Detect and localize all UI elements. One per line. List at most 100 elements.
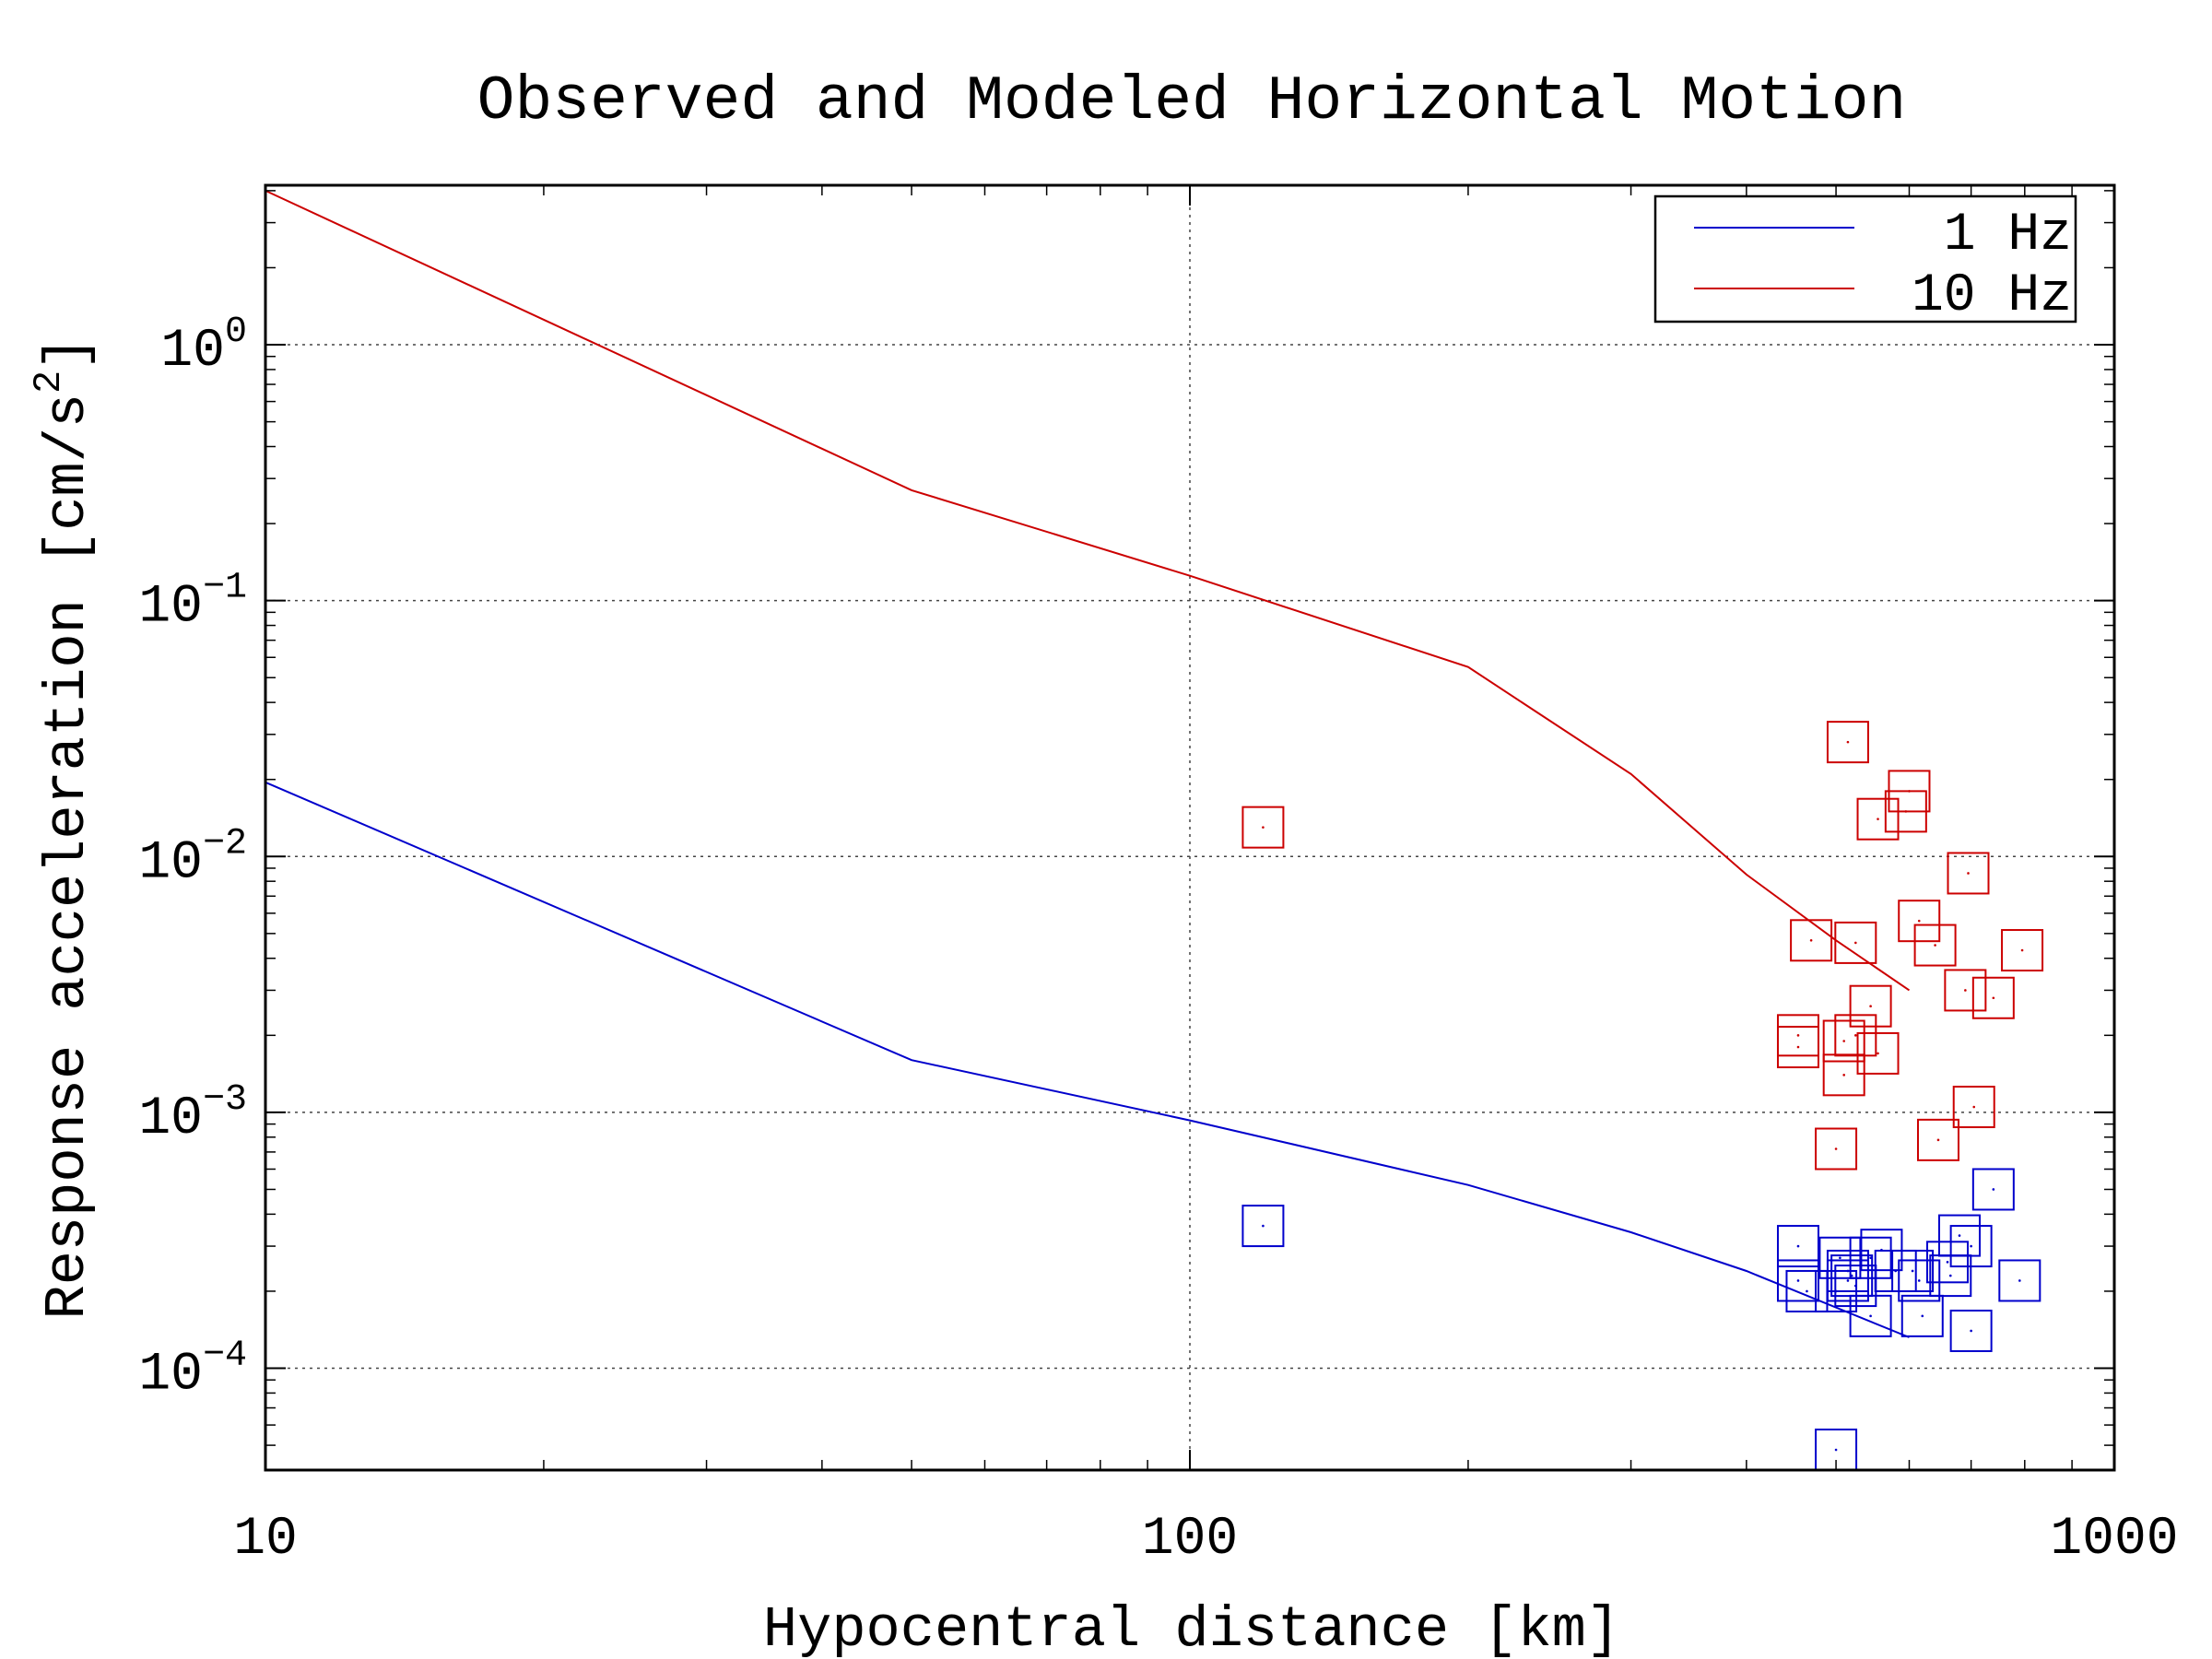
- observed-point-center: [1842, 1074, 1845, 1077]
- observed-point-center: [1992, 1188, 1995, 1191]
- legend-label-1hz: 1 Hz: [1944, 206, 2072, 265]
- observed-point-center: [1894, 1269, 1898, 1273]
- x-tick-label: 1000: [2050, 1510, 2178, 1570]
- observed-point-1hz: [1998, 1259, 2041, 1302]
- y-axis-label-main: Response acceleration [cm/s: [35, 394, 100, 1320]
- observed-point-center: [1958, 1234, 1961, 1237]
- observed-point-center: [1972, 1105, 1976, 1109]
- observed-point-1hz: [1971, 1168, 2015, 1211]
- series-10hz: [265, 189, 2044, 1171]
- observed-point-1hz: [1949, 1309, 1993, 1352]
- observed-point-center: [1934, 944, 1936, 947]
- observed-point-center: [2020, 948, 2024, 952]
- observed-point-10hz: [1898, 900, 1941, 943]
- observed-point-center: [1262, 826, 1265, 829]
- observed-point-1hz: [1891, 1249, 1935, 1292]
- y-tick-label: 10−3: [138, 1079, 247, 1149]
- grid: [265, 185, 2114, 1470]
- observed-point-1hz: [1818, 1236, 1862, 1279]
- observed-point-10hz: [1916, 1118, 1959, 1161]
- x-tick-label: 10: [233, 1510, 298, 1570]
- observed-point-10hz: [1776, 1026, 1819, 1069]
- model-line-10hz: [265, 189, 1911, 992]
- observed-point-center: [1262, 1224, 1265, 1228]
- y-tick-labels: 100 10−1 10−2 10−3 10−4: [138, 312, 247, 1405]
- observed-point-center: [1834, 1448, 1838, 1452]
- y-tick-label: 10−4: [138, 1335, 247, 1406]
- observed-point-10hz: [1856, 1031, 1900, 1075]
- observed-point-center: [1846, 1269, 1850, 1273]
- observed-point-center: [1921, 1314, 1924, 1318]
- observed-point-center: [1936, 1138, 1940, 1142]
- y-axis-label-sup: 2: [27, 371, 71, 394]
- observed-point-center: [1834, 1147, 1838, 1150]
- chart-title: Observed and Modeled Horizontal Motion: [477, 66, 1907, 137]
- observed-point-10hz: [1888, 770, 1931, 813]
- observed-point-center: [1992, 996, 1995, 1000]
- legend-label-10hz: 10 Hz: [1912, 266, 2072, 326]
- observed-point-1hz: [1949, 1225, 1993, 1268]
- model-line-1hz: [265, 781, 1910, 1338]
- observed-point-center: [1948, 1274, 1952, 1277]
- observed-point-1hz: [1900, 1294, 1944, 1337]
- observed-point-10hz: [1952, 1086, 1995, 1129]
- observed-point-center: [1877, 1052, 1879, 1055]
- observed-point-1hz: [1241, 1205, 1285, 1248]
- observed-point-center: [1964, 989, 1967, 992]
- observed-point-center: [1917, 1279, 1921, 1282]
- observed-point-10hz: [1856, 797, 1900, 841]
- y-tick-label: 100: [160, 312, 247, 382]
- observed-point-10hz: [1790, 919, 1833, 962]
- observed-point-center: [1796, 1244, 1800, 1248]
- observed-point-center: [1854, 1284, 1857, 1288]
- observed-point-center: [1869, 1256, 1872, 1260]
- observed-point-center: [1877, 818, 1879, 821]
- y-tick-label: 10−1: [138, 568, 247, 638]
- observed-point-center: [2018, 1279, 2021, 1282]
- legend: 1 Hz 10 Hz: [1653, 194, 2077, 326]
- observed-point-center: [1908, 790, 1911, 793]
- observed-point-1hz: [1826, 1259, 1869, 1302]
- observed-point-1hz: [1776, 1225, 1819, 1268]
- observed-point-center: [1846, 1279, 1850, 1282]
- y-axis-label: Response acceleration [cm/s2]: [27, 335, 100, 1319]
- series-1hz: [265, 781, 2041, 1472]
- observed-point-center: [1842, 1040, 1845, 1042]
- observed-point-10hz: [1947, 852, 1990, 895]
- observed-point-center: [1796, 1045, 1800, 1049]
- observed-point-center: [1967, 872, 1970, 875]
- legend-box: [1653, 194, 2077, 324]
- x-tick-label: 100: [1142, 1510, 1238, 1570]
- observed-point-10hz: [1834, 921, 1877, 964]
- observed-point-10hz: [1944, 969, 1987, 1012]
- x-axis-label: Hypocentral distance [km]: [763, 1597, 1620, 1659]
- observed-point-center: [1946, 1261, 1949, 1264]
- x-tick-labels: 10 100 1000: [233, 1510, 2178, 1570]
- observed-point-center: [1970, 1244, 1972, 1248]
- observed-point-10hz: [1913, 924, 1957, 967]
- observed-point-center: [1869, 1005, 1872, 1007]
- y-tick-label: 10−2: [138, 823, 247, 893]
- ticks: [265, 185, 2115, 1470]
- observed-point-1hz: [1926, 1241, 1970, 1284]
- observed-point-center: [1854, 1034, 1857, 1037]
- observed-point-center: [1869, 1314, 1872, 1318]
- observed-point-10hz: [1826, 721, 1869, 764]
- observed-point-10hz: [1815, 1127, 1858, 1171]
- observed-point-10hz: [1241, 806, 1285, 849]
- y-axis-label-tail: ]: [35, 335, 100, 370]
- observed-point-center: [1809, 939, 1813, 942]
- observed-point-center: [1839, 1256, 1841, 1260]
- observed-point-10hz: [2001, 929, 2044, 972]
- observed-point-10hz: [1971, 976, 2015, 1019]
- observed-point-1hz: [1898, 1259, 1941, 1302]
- observed-point-center: [1796, 1034, 1800, 1037]
- observed-point-1hz: [1849, 1294, 1892, 1337]
- observed-point-10hz: [1834, 1014, 1877, 1057]
- observed-point-center: [1854, 941, 1857, 945]
- observed-point-center: [1970, 1329, 1972, 1333]
- observed-point-center: [1846, 740, 1850, 744]
- observed-point-10hz: [1849, 984, 1892, 1028]
- observed-point-center: [1796, 1279, 1800, 1282]
